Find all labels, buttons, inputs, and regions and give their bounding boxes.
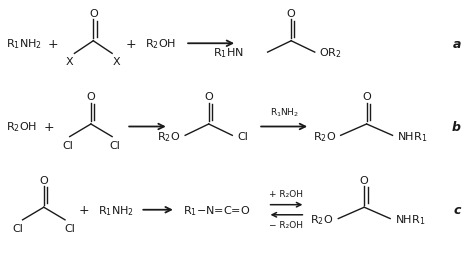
Text: O: O [89,9,98,19]
Text: Cl: Cl [12,223,23,233]
Text: X: X [113,57,121,67]
Text: O: O [39,175,48,185]
Text: a: a [453,38,461,51]
Text: R$_1$NH$_2$: R$_1$NH$_2$ [98,203,134,217]
Text: R$_2$O: R$_2$O [313,130,336,143]
Text: R$_1$HN: R$_1$HN [213,46,244,60]
Text: Cl: Cl [109,140,120,150]
Text: R$_1$−N=C=O: R$_1$−N=C=O [183,203,250,217]
Text: NHR$_1$: NHR$_1$ [395,212,425,226]
Text: O: O [204,92,213,102]
Text: Cl: Cl [237,131,248,141]
Text: R$_1$NH$_2$: R$_1$NH$_2$ [270,106,299,118]
Text: X: X [66,57,73,67]
Text: OR$_2$: OR$_2$ [319,46,342,60]
Text: O: O [87,92,95,102]
Text: NHR$_1$: NHR$_1$ [397,130,428,143]
Text: O: O [287,9,296,19]
Text: R$_2$O: R$_2$O [157,130,181,143]
Text: c: c [454,203,461,216]
Text: +: + [79,203,89,216]
Text: b: b [452,121,461,133]
Text: R$_2$OH: R$_2$OH [145,37,176,51]
Text: R$_1$NH$_2$: R$_1$NH$_2$ [6,37,42,51]
Text: O: O [362,92,371,102]
Text: Cl: Cl [62,140,73,150]
Text: + R₂OH: + R₂OH [270,190,303,199]
Text: Cl: Cl [64,223,75,233]
Text: R$_2$O: R$_2$O [310,212,334,226]
Text: R$_2$OH: R$_2$OH [6,120,37,134]
Text: +: + [48,38,58,51]
Text: +: + [43,121,54,133]
Text: − R₂OH: − R₂OH [270,220,303,229]
Text: +: + [126,38,137,51]
Text: O: O [360,175,369,185]
